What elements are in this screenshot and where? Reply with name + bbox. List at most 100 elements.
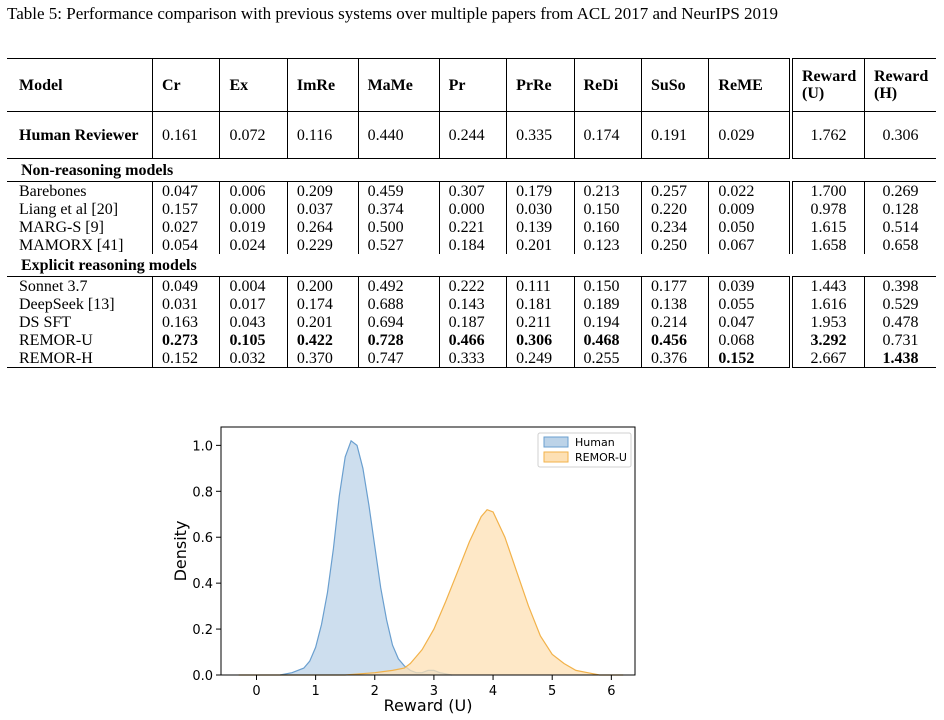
- metric-cell: 0.024: [219, 236, 288, 254]
- metric-cell: 0.152: [708, 349, 791, 368]
- metric-cell: 0.220: [640, 200, 709, 218]
- metric-cell: 0.468: [573, 331, 642, 349]
- column-header: PrRe: [506, 58, 575, 112]
- model-name-cell: DeepSeek [13]: [19, 295, 115, 313]
- density-chart: 0 1 2 3 4 5 6 0.0 0.2 0.4 0.6 0.8 1.0 Reward (U) Den…: [171, 426, 636, 715]
- metric-cell: 0.249: [506, 349, 575, 368]
- metric-cell: 0.019: [219, 218, 288, 236]
- model-name-cell: Sonnet 3.7: [19, 277, 88, 295]
- metric-cell: 0.257: [640, 181, 709, 200]
- metric-cell: 0.422: [286, 331, 359, 349]
- metric-cell: 0.072: [219, 111, 288, 159]
- metric-cell: 0.009: [708, 200, 791, 218]
- metric-cell: 0.017: [219, 295, 288, 313]
- metric-cell: 0.047: [151, 181, 220, 200]
- metric-cell: 0.747: [357, 349, 440, 368]
- legend-label-remor-u: REMOR-U: [575, 451, 627, 464]
- table-row: MARG-S [9] 0.027 0.019 0.264 0.500 0.221 0.139…: [7, 218, 936, 236]
- y-tick-label: 0.2: [192, 623, 213, 638]
- metric-cell: 0.143: [438, 295, 507, 313]
- metric-cell: 0.068: [708, 331, 791, 349]
- metric-cell: 0.163: [151, 313, 220, 331]
- metric-cell: 0.037: [286, 200, 359, 218]
- metric-cell: 1.953: [789, 313, 865, 331]
- metric-cell: 0.527: [357, 236, 440, 254]
- section-title: Explicit reasoning models: [7, 254, 936, 277]
- metric-cell: 1.615: [789, 218, 865, 236]
- metric-cell: 0.306: [864, 111, 936, 159]
- metric-cell: 0.529: [864, 295, 936, 313]
- metric-cell: 0.039: [708, 276, 791, 295]
- model-name-cell: MAMORX [41]: [19, 236, 124, 254]
- metric-cell: 0.189: [573, 295, 642, 313]
- metric-cell: 0.978: [789, 200, 865, 218]
- metric-cell: 0.150: [573, 276, 642, 295]
- metric-cell: 0.200: [286, 276, 359, 295]
- metric-cell: 0.054: [151, 236, 220, 254]
- metric-cell: 0.500: [357, 218, 440, 236]
- y-tick-label: 0.6: [192, 531, 213, 546]
- column-header: Reward (H): [864, 58, 936, 112]
- metric-cell: 0.456: [640, 331, 709, 349]
- metric-cell: 0.214: [640, 313, 709, 331]
- metric-cell: 0.055: [708, 295, 791, 313]
- metric-cell: 0.177: [640, 276, 709, 295]
- metric-cell: 0.111: [506, 276, 575, 295]
- metric-cell: 0.029: [708, 111, 791, 159]
- metric-cell: 0.398: [864, 276, 936, 295]
- metric-cell: 0.139: [506, 218, 575, 236]
- metric-cell: 0.269: [864, 181, 936, 200]
- section-header-row: Explicit reasoning models: [7, 254, 936, 277]
- table-row: DeepSeek [13] 0.031 0.017 0.174 0.688 0.143 0.…: [7, 295, 936, 313]
- metric-cell: 0.370: [286, 349, 359, 368]
- table-row: Sonnet 3.7 0.049 0.004 0.200 0.492 0.222 0.111…: [7, 276, 936, 295]
- column-header: MaMe: [357, 58, 440, 112]
- x-tick-label: 1: [311, 684, 319, 699]
- metric-cell: 0.374: [357, 200, 440, 218]
- x-tick-label: 5: [548, 684, 556, 699]
- metric-cell: 0.032: [219, 349, 288, 368]
- metric-cell: 1.762: [789, 111, 865, 159]
- metric-cell: 0.004: [219, 276, 288, 295]
- column-header: SuSo: [640, 58, 709, 112]
- metric-cell: 0.157: [151, 200, 220, 218]
- metric-cell: 0.138: [640, 295, 709, 313]
- table-row: DS SFT 0.163 0.043 0.201 0.694 0.187 0.211 0.19…: [7, 313, 936, 331]
- y-axis-label: Density: [171, 521, 190, 582]
- model-name-cell: REMOR-H: [7, 349, 153, 368]
- metric-cell: 0.213: [573, 181, 642, 200]
- metric-cell: 0.376: [640, 349, 709, 368]
- metric-cell: 0.694: [357, 313, 440, 331]
- metric-cell: 0.229: [286, 236, 359, 254]
- metric-cell: 0.492: [357, 276, 440, 295]
- table-row: MAMORX [41] 0.054 0.024 0.229 0.527 0.184 0.20…: [7, 236, 936, 254]
- column-header: Cr: [151, 58, 220, 112]
- metric-cell: 0.264: [286, 218, 359, 236]
- table-body: Human Reviewer 0.161 0.072 0.116 0.440 0.244 0…: [7, 111, 936, 368]
- metric-cell: 0.030: [506, 200, 575, 218]
- metric-cell: 0.181: [506, 295, 575, 313]
- metric-cell: 0.688: [357, 295, 440, 313]
- y-tick-label: 0.4: [192, 577, 213, 592]
- metric-cell: 0.067: [708, 236, 791, 254]
- density-area-0: [280, 440, 452, 675]
- metric-cell: 0.221: [438, 218, 507, 236]
- metric-cell: 0.478: [864, 313, 936, 331]
- x-axis-label: Reward (U): [384, 696, 473, 715]
- metric-cell: 1.658: [789, 236, 865, 254]
- metric-cell: 1.443: [789, 276, 865, 295]
- model-name-cell: DS SFT: [19, 313, 72, 331]
- legend-swatch-remor-u: [543, 451, 569, 463]
- metric-cell: 1.616: [789, 295, 865, 313]
- model-name-cell: MARG-S [9]: [19, 218, 104, 236]
- metric-cell: 3.292: [789, 331, 865, 349]
- metric-cell: 0.047: [708, 313, 791, 331]
- column-header: ReME: [708, 58, 791, 112]
- metric-cell: 0.000: [438, 200, 507, 218]
- plot-frame: [220, 426, 636, 676]
- metric-cell: 0.440: [357, 111, 440, 159]
- metric-cell: 0.234: [640, 218, 709, 236]
- results-table: Model Cr Ex ImRe MaMe Pr PrRe ReDi SuSo …: [7, 58, 936, 368]
- metric-cell: 0.209: [286, 181, 359, 200]
- metric-cell: 0.211: [506, 313, 575, 331]
